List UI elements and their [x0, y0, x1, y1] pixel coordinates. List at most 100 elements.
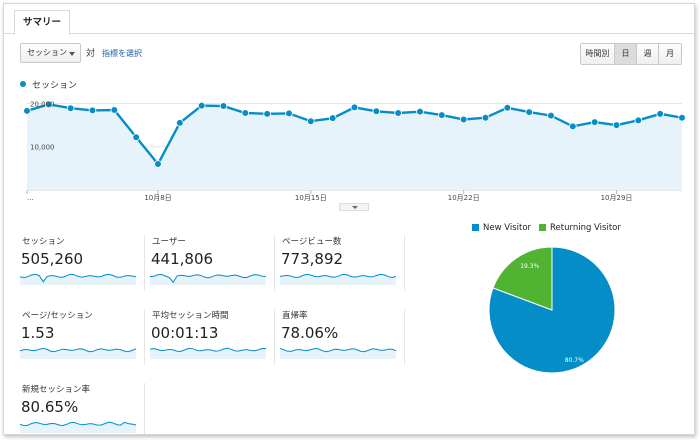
- metric-card-new-session-rate: 新規セッション率 80.65%: [20, 383, 145, 434]
- series-points: [23, 100, 686, 168]
- x-tick-label: 10月8日: [144, 194, 171, 202]
- data-point[interactable]: [219, 102, 228, 110]
- metric-label: 新規セッション率: [22, 385, 91, 395]
- y-tick-label: 10,000: [30, 144, 55, 152]
- data-point[interactable]: [656, 110, 664, 118]
- tab-bar: サマリー: [4, 4, 694, 35]
- chart-resize-handle[interactable]: [339, 203, 369, 211]
- metric-card-sessions: セッション 505,260: [20, 235, 145, 291]
- x-tick-label: ...: [27, 194, 34, 202]
- metric-sparkline: [20, 421, 136, 433]
- metric-value: 441,806: [151, 250, 214, 268]
- data-point[interactable]: [23, 107, 31, 115]
- metric-value: 773,892: [281, 250, 344, 268]
- period-day-button[interactable]: 日: [615, 44, 637, 64]
- metric-sparkline: [20, 347, 136, 359]
- pie-legend-label: New Visitor: [483, 223, 532, 233]
- legend-swatch-icon: [539, 224, 546, 231]
- chart-legend: セッション: [20, 78, 77, 91]
- data-point[interactable]: [110, 106, 119, 114]
- data-point[interactable]: [394, 109, 402, 117]
- pie-legend-returning-visitor: Returning Visitor: [539, 223, 621, 233]
- y-axis-labels: 20,000 10,000: [30, 100, 55, 151]
- data-point[interactable]: [547, 111, 555, 120]
- metric-sparkline: [150, 273, 266, 285]
- metric-label: 平均セッション時間: [152, 311, 229, 321]
- data-point[interactable]: [372, 107, 381, 116]
- data-point[interactable]: [634, 116, 643, 125]
- x-tick-label: 10月29日: [601, 194, 633, 202]
- metric-label: ページビュー数: [282, 237, 342, 247]
- data-point[interactable]: [328, 114, 337, 122]
- data-point[interactable]: [438, 111, 446, 119]
- data-point[interactable]: [197, 101, 206, 110]
- data-point[interactable]: [176, 119, 184, 127]
- sparkline-line: [20, 421, 136, 427]
- data-point[interactable]: [66, 104, 75, 113]
- sparkline-area: [280, 274, 396, 285]
- metric-value: 505,260: [21, 250, 84, 268]
- period-week-button[interactable]: 週: [637, 44, 659, 64]
- period-month-button[interactable]: 月: [659, 44, 681, 64]
- pie-slice[interactable]: [492, 246, 553, 311]
- data-point[interactable]: [525, 108, 533, 116]
- metric-label: 直帰率: [282, 311, 308, 321]
- legend-swatch-icon: [472, 224, 479, 231]
- series-area: [27, 104, 682, 190]
- sparkline-line: [280, 347, 396, 353]
- metric-card-pages-per-session: ページ/セッション 1.53: [20, 309, 145, 365]
- metric-sparkline: [280, 347, 396, 359]
- sparkline-line: [280, 273, 396, 279]
- data-point[interactable]: [154, 160, 162, 168]
- data-point[interactable]: [503, 103, 512, 112]
- period-button-group: 時間別 日 週 月: [580, 43, 682, 65]
- metric-card-avg-session-duration: 平均セッション時間 00:01:13: [150, 309, 275, 365]
- data-point[interactable]: [88, 106, 97, 115]
- data-point[interactable]: [263, 110, 271, 118]
- versus-label: 対: [86, 49, 96, 59]
- x-axis-labels: ... 10月8日 10月15日 10月22日 10月29日: [26, 190, 633, 202]
- data-point[interactable]: [569, 122, 577, 131]
- data-point[interactable]: [307, 117, 315, 126]
- sparkline-line: [20, 347, 136, 353]
- pie-slice-label: 19.3%: [520, 263, 539, 270]
- data-point[interactable]: [132, 133, 140, 142]
- metric-card-pageviews: ページビュー数 773,892: [280, 235, 405, 291]
- data-point[interactable]: [241, 109, 250, 117]
- x-tick-label: 10月22日: [448, 194, 480, 202]
- series-dot-icon: [20, 81, 26, 87]
- sparkline-area: [150, 274, 266, 285]
- select-metric-link[interactable]: 指標を選択: [102, 49, 142, 58]
- metric-sparkline: [280, 273, 396, 285]
- data-point[interactable]: [590, 118, 599, 126]
- sparkline-line: [150, 347, 266, 352]
- data-point[interactable]: [612, 121, 621, 129]
- period-hourly-button[interactable]: 時間別: [581, 44, 615, 64]
- metric-sparkline: [150, 347, 266, 359]
- data-point[interactable]: [285, 109, 293, 118]
- sparkline-line: [20, 273, 136, 283]
- metric-selector-label: セッション: [27, 48, 67, 57]
- metric-value: 1.53: [21, 324, 55, 342]
- metric-selector[interactable]: セッション: [20, 43, 81, 63]
- sparkline-area: [150, 348, 266, 359]
- metric-label: ユーザー: [152, 237, 186, 247]
- chevron-down-icon: [69, 52, 75, 56]
- metric-label: セッション: [22, 237, 65, 247]
- analytics-summary-panel: サマリー セッション 対 指標を選択 時間別 日 週 月 セッション 20,00…: [3, 3, 695, 435]
- metric-card-users: ユーザー 441,806: [150, 235, 275, 291]
- metric-label: ページ/セッション: [22, 311, 93, 321]
- data-point[interactable]: [416, 107, 424, 116]
- data-point[interactable]: [678, 113, 686, 122]
- data-point[interactable]: [350, 103, 359, 112]
- tab-summary[interactable]: サマリー: [14, 10, 71, 35]
- sparkline-area: [20, 422, 136, 433]
- pie-legend-new-visitor: New Visitor: [472, 223, 531, 233]
- data-point[interactable]: [481, 113, 490, 122]
- legend-series-label: セッション: [32, 81, 78, 91]
- sessions-line-chart: 20,000 10,000 ... 10月8日 10月15日 10月22日 10月29日: [23, 100, 686, 202]
- data-point[interactable]: [459, 115, 468, 124]
- data-point[interactable]: [45, 100, 53, 109]
- sparkline-line: [150, 273, 266, 284]
- sparkline-area: [20, 274, 136, 285]
